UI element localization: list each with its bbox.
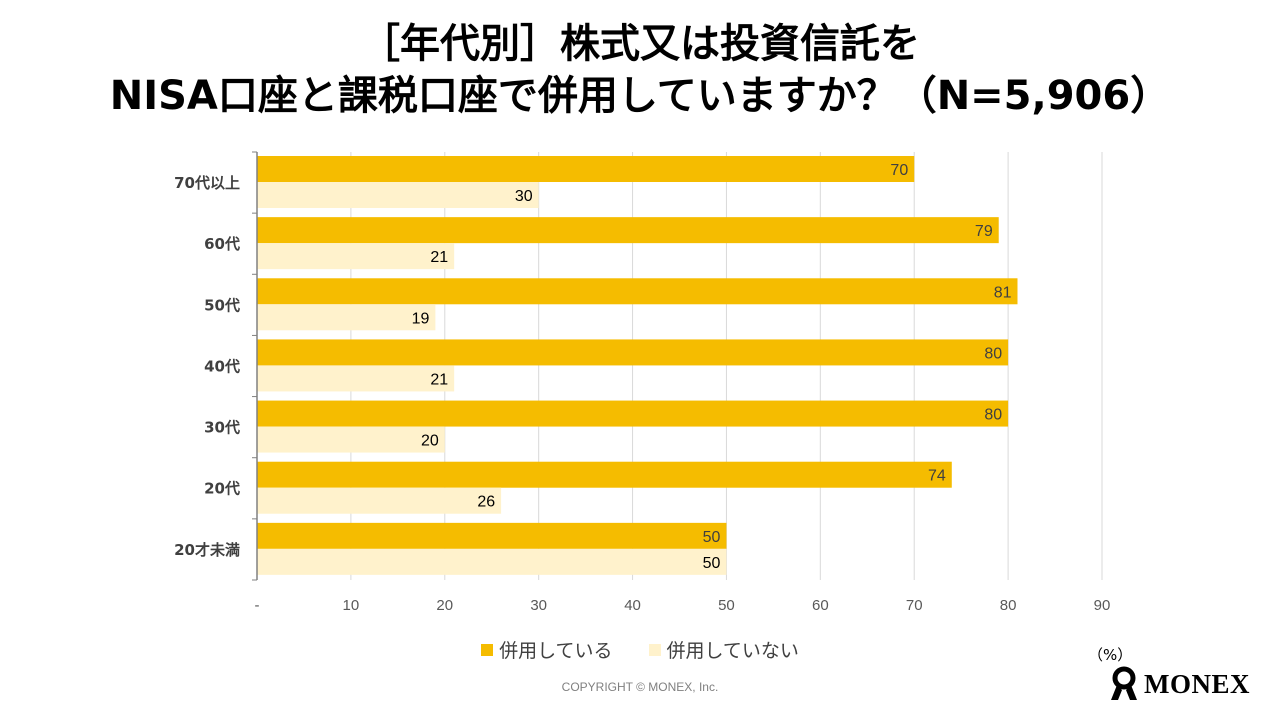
legend-item-series-1: 併用している [481, 636, 613, 663]
x-tick-label-30: 30 [530, 597, 547, 614]
data-label-2-4: 20 [421, 433, 439, 450]
monex-logo-icon [1111, 666, 1137, 700]
bar-2-2 [257, 304, 436, 331]
x-tick-label-60: 60 [812, 597, 829, 614]
data-labels: 70 30 79 21 81 19 80 21 80 20 74 26 50 50 [412, 162, 1012, 572]
data-label-2-6: 50 [703, 555, 721, 572]
legend-swatch-series-2 [648, 643, 661, 656]
category-label-1: 60代 [204, 235, 240, 253]
category-label-0: 70代以上 [174, 174, 240, 192]
bar-1-2 [257, 278, 1018, 305]
legend-swatch-series-1 [481, 643, 494, 656]
bar-2-6 [257, 548, 727, 575]
legend: 併用している 併用していない [0, 636, 1280, 663]
data-label-1-3: 80 [984, 345, 1002, 362]
axes: - 10 20 30 40 50 60 70 80 90 70代以上 60代 50代 40代 30代 20代 2… [174, 151, 1111, 614]
category-label-6: 20才未満 [174, 541, 240, 559]
data-label-2-0: 30 [515, 188, 533, 205]
gridlines [350, 152, 1103, 580]
data-label-1-2: 81 [994, 284, 1012, 301]
bar-1-4 [257, 400, 1009, 427]
bar-2-5 [257, 487, 502, 514]
legend-item-series-2: 併用していない [648, 636, 799, 663]
x-tick-label-40: 40 [624, 597, 641, 614]
x-tick-label-90: 90 [1094, 597, 1111, 614]
category-label-3: 40代 [204, 357, 240, 375]
bar-2-1 [257, 243, 455, 270]
x-tick-label-0: - [255, 597, 260, 614]
bar-1-5 [257, 461, 952, 488]
title-line-1: ［年代別］株式又は投資信託を [360, 21, 920, 67]
data-label-2-5: 26 [477, 494, 495, 511]
monex-logo: MONEX [1108, 666, 1250, 702]
data-label-1-6: 50 [703, 529, 721, 546]
copyright-text: COPYRIGHT © MONEX, Inc. [561, 680, 719, 694]
x-tick-label-70: 70 [906, 597, 923, 614]
x-tick-label-10: 10 [343, 597, 360, 614]
x-tick-label-80: 80 [1000, 597, 1017, 614]
category-label-5: 20代 [204, 480, 240, 498]
data-label-2-2: 19 [412, 310, 430, 327]
unit-label: （%） [1088, 646, 1133, 664]
title-line-2: NISA口座と課税口座で併用していますか？（N=5,906） [109, 73, 1171, 119]
bar-1-1 [257, 217, 999, 244]
bars [257, 156, 1018, 575]
data-label-1-1: 79 [975, 223, 993, 240]
category-label-4: 30代 [204, 419, 240, 437]
monex-logo-text: MONEX [1144, 668, 1250, 699]
bar-2-4 [257, 426, 445, 453]
x-tick-label-20: 20 [436, 597, 453, 614]
data-label-2-1: 21 [430, 249, 448, 266]
data-label-2-3: 21 [430, 371, 448, 388]
bar-1-3 [257, 339, 1009, 366]
bar-1-6 [257, 522, 727, 549]
data-label-1-5: 74 [928, 468, 946, 485]
bar-2-3 [257, 365, 455, 392]
chart-title: ［年代別］株式又は投資信託を NISA口座と課税口座で併用していますか？（N=5… [0, 18, 1280, 122]
bar-1-0 [257, 156, 915, 182]
data-label-1-0: 70 [890, 162, 908, 179]
data-label-1-4: 80 [984, 407, 1002, 424]
category-label-2: 50代 [204, 296, 240, 314]
bar-2-0 [257, 182, 539, 208]
legend-label-series-1: 併用している [499, 640, 613, 662]
x-tick-label-50: 50 [718, 597, 735, 614]
legend-label-series-2: 併用していない [666, 640, 799, 662]
